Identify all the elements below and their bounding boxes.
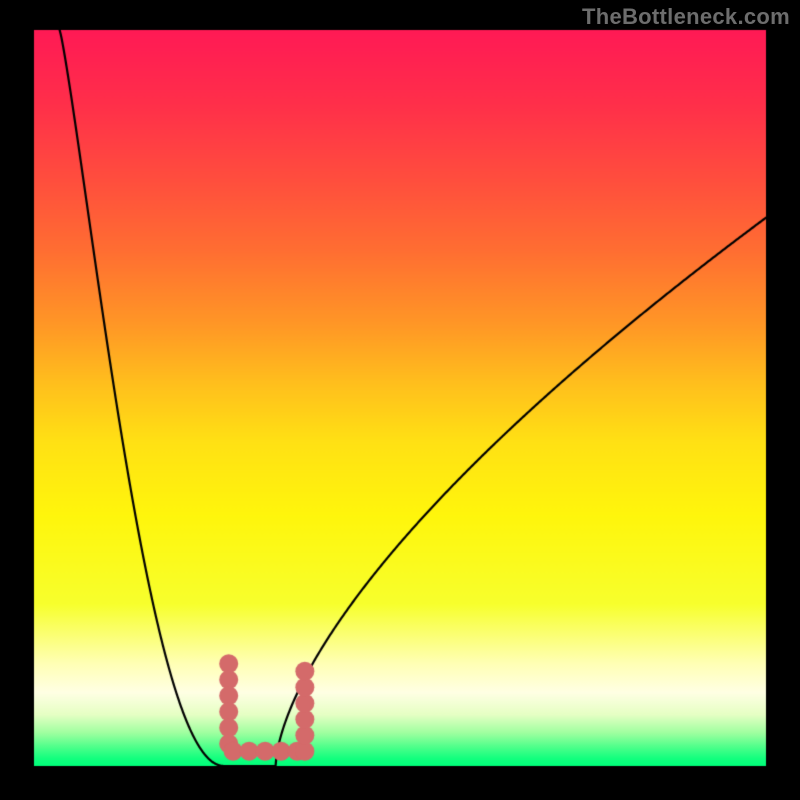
bottleneck-chart-canvas (0, 0, 800, 800)
watermark-text: TheBottleneck.com (582, 4, 790, 30)
chart-container: TheBottleneck.com (0, 0, 800, 800)
